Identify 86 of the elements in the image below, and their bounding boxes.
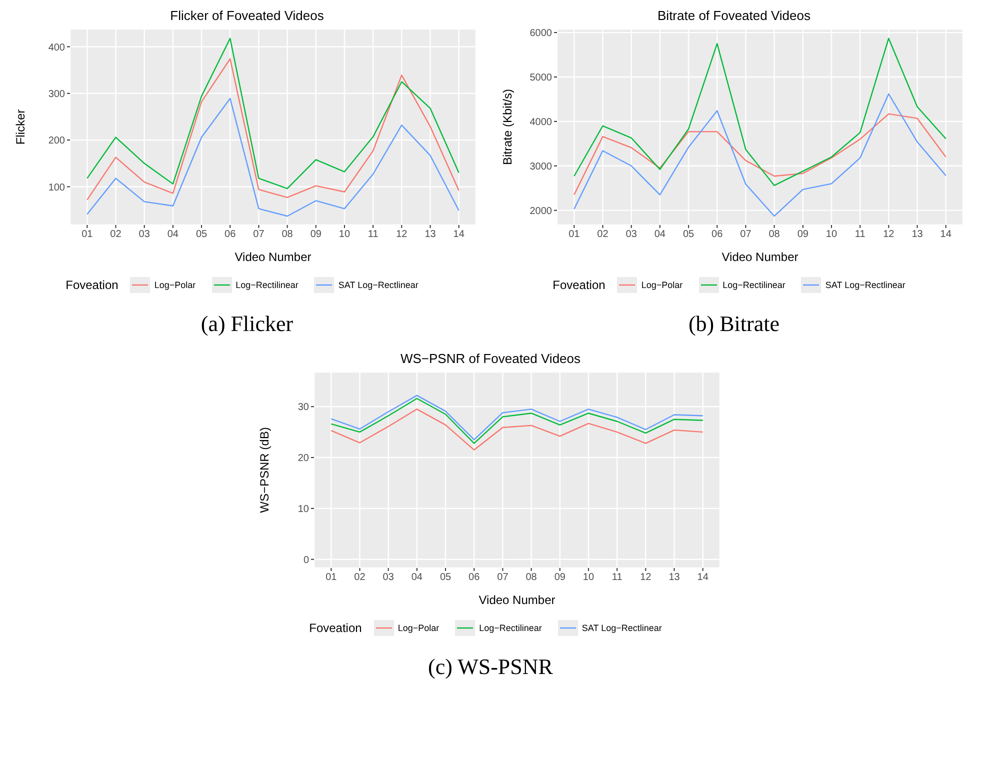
- x-tick-label: 09: [554, 572, 566, 584]
- y-tick-label: 400: [48, 42, 66, 54]
- x-tick-label: 02: [110, 229, 122, 240]
- x-tick-label: 12: [396, 229, 408, 240]
- y-axis-title: WS−PSNR (dB): [256, 427, 271, 513]
- x-tick-label: 06: [468, 572, 480, 584]
- x-tick-label: 02: [597, 229, 609, 240]
- y-tick-label: 300: [48, 88, 66, 100]
- chart-title: Bitrate of Foveated Videos: [656, 8, 812, 23]
- x-tick-label: 11: [611, 572, 622, 584]
- x-tick-label: 13: [912, 229, 924, 240]
- x-axis-title: Video Number: [722, 250, 798, 264]
- x-tick-label: 09: [797, 229, 809, 240]
- x-tick-label: 09: [310, 229, 322, 240]
- x-tick-label: 08: [525, 572, 537, 584]
- x-tick-label: 10: [826, 229, 838, 240]
- line-series: [86, 38, 460, 190]
- y-tick-label: 200: [48, 136, 66, 147]
- x-tick-label: 01: [568, 229, 580, 240]
- x-tick-label: 02: [354, 572, 366, 584]
- legend-label: SAT Log−Rectlinear: [337, 279, 418, 292]
- x-tick-label: 03: [382, 572, 394, 584]
- legend-label: SAT Log−Rectlinear: [580, 622, 662, 635]
- chart-title: Flicker of Foveated Videos: [169, 8, 325, 23]
- line-series: [86, 58, 460, 200]
- x-tick-label: 11: [368, 229, 379, 240]
- x-tick-label: 04: [410, 572, 422, 584]
- line-series: [86, 98, 460, 217]
- legend-title: Foveation: [552, 278, 606, 292]
- x-tick-label: 03: [138, 229, 150, 240]
- y-axis-title: Bitrate (Kbit/s): [500, 88, 514, 166]
- y-tick-label: 10: [297, 504, 309, 515]
- x-tick-label: 01: [325, 572, 337, 584]
- y-axis-title: Flicker: [13, 109, 28, 145]
- x-tick-label: 08: [282, 229, 294, 240]
- y-tick-label: 4000: [530, 116, 552, 128]
- x-tick-label: 05: [439, 572, 452, 584]
- legend-label: Log−Polar: [640, 279, 683, 292]
- y-tick-label: 100: [48, 182, 66, 194]
- x-tick-label: 14: [453, 229, 465, 240]
- x-tick-label: 07: [496, 572, 508, 584]
- x-tick-label: 04: [167, 229, 179, 240]
- x-tick-label: 10: [338, 229, 350, 240]
- x-tick-label: 06: [224, 229, 236, 240]
- x-tick-label: 12: [640, 572, 652, 584]
- x-tick-label: 06: [712, 229, 724, 240]
- y-tick-label: 5000: [530, 72, 552, 84]
- legend-label: Log−Polar: [153, 279, 196, 292]
- y-tick-label: 20: [297, 453, 309, 464]
- line-series: [330, 408, 703, 450]
- x-tick-label: 10: [582, 572, 594, 584]
- x-tick-label: 14: [940, 229, 952, 240]
- legend-label: Log−Rectilinear: [478, 622, 542, 635]
- x-tick-label: 07: [253, 229, 265, 240]
- y-tick-label: 6000: [530, 28, 552, 40]
- text: (c) WS-PSNR: [427, 654, 554, 680]
- x-axis-title: Video Number: [478, 593, 555, 607]
- x-tick-label: 03: [626, 229, 638, 240]
- x-tick-label: 14: [696, 572, 708, 584]
- legend-label: Log−Rectilinear: [234, 279, 298, 292]
- legend-title: Foveation: [66, 278, 118, 292]
- line-series: [574, 113, 946, 196]
- text: (a) Flicker: [200, 311, 294, 337]
- x-tick-label: 05: [682, 229, 695, 240]
- chart-title: WS−PSNR of Foveated Videos: [399, 351, 582, 366]
- y-tick-label: 2000: [530, 206, 552, 217]
- x-tick-label: 12: [883, 229, 895, 240]
- x-tick-label: 04: [654, 229, 666, 240]
- x-tick-label: 05: [196, 229, 208, 240]
- x-tick-label: 01: [82, 229, 94, 240]
- x-axis-title: Video Number: [234, 250, 312, 264]
- line-series: [574, 93, 946, 217]
- y-tick-label: 30: [297, 402, 309, 414]
- y-tick-label: 3000: [530, 161, 552, 172]
- x-tick-label: 13: [668, 572, 680, 584]
- x-tick-label: 13: [424, 229, 436, 240]
- legend-label: Log−Rectilinear: [722, 279, 786, 292]
- line-series: [574, 38, 946, 186]
- legend-label: Log−Polar: [396, 622, 440, 635]
- legend-title: Foveation: [309, 621, 362, 635]
- y-tick-label: 0: [302, 554, 309, 566]
- x-tick-label: 08: [768, 229, 780, 240]
- text: (b) Bitrate: [687, 311, 781, 337]
- legend-label: SAT Log−Rectlinear: [824, 279, 906, 292]
- x-tick-label: 07: [740, 229, 752, 240]
- x-tick-label: 11: [854, 229, 866, 240]
